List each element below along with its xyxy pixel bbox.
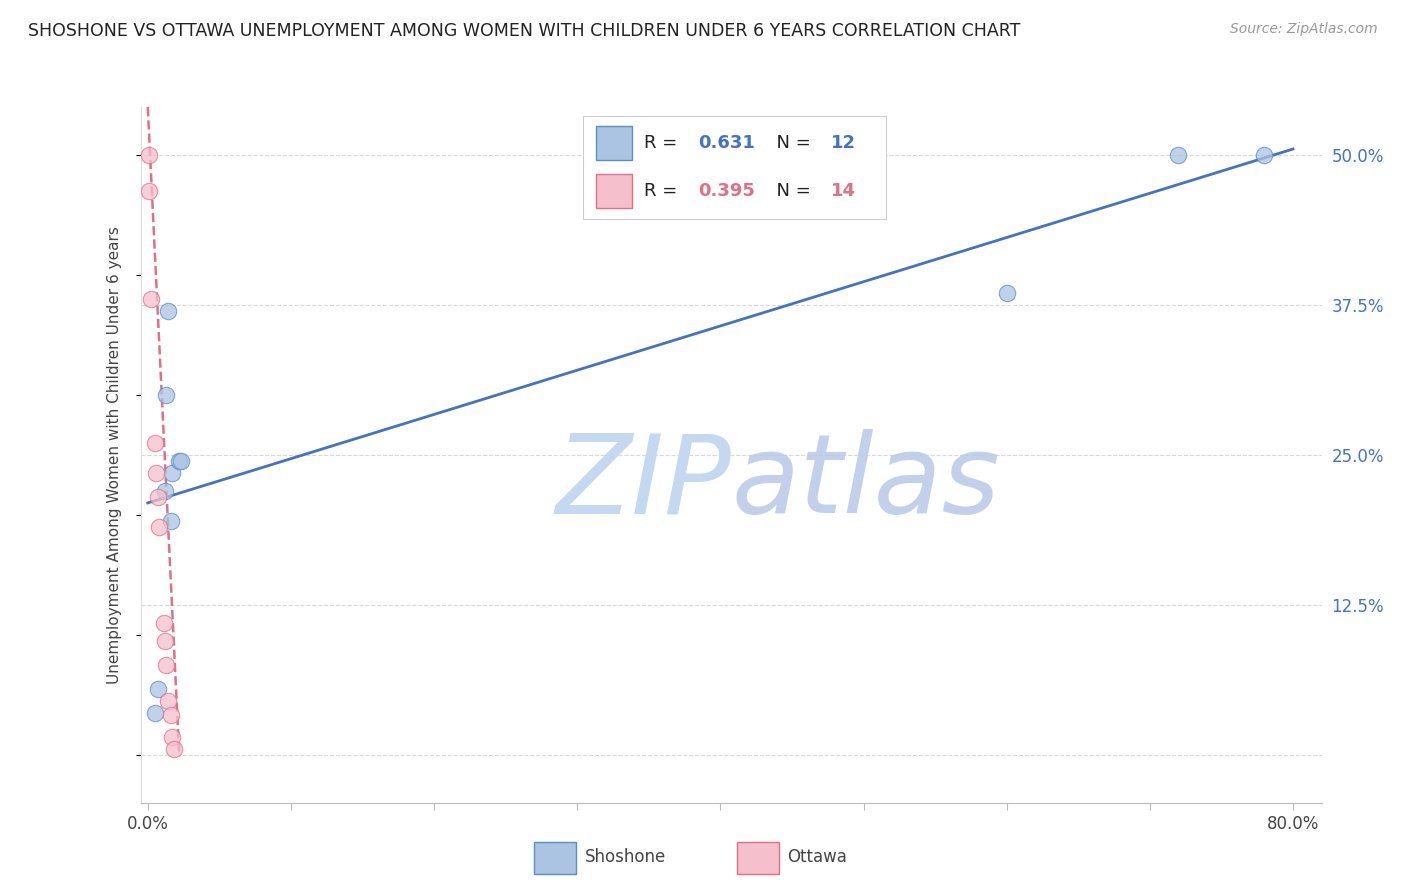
Point xyxy=(155,388,177,402)
Text: atlas: atlas xyxy=(731,429,1000,536)
Point xyxy=(156,694,179,708)
Point xyxy=(162,741,184,756)
Point xyxy=(146,490,169,504)
Point xyxy=(1167,148,1189,162)
Point xyxy=(153,483,176,498)
FancyBboxPatch shape xyxy=(596,175,631,208)
Text: 0.631: 0.631 xyxy=(699,134,755,153)
Text: Shoshone: Shoshone xyxy=(585,847,666,866)
Text: N =: N = xyxy=(765,134,817,153)
Point xyxy=(148,520,170,534)
Point xyxy=(156,304,179,318)
Text: Ottawa: Ottawa xyxy=(787,847,848,866)
Point xyxy=(995,285,1018,300)
Text: N =: N = xyxy=(765,182,817,201)
Point xyxy=(159,514,181,528)
Point xyxy=(155,657,177,672)
Text: 12: 12 xyxy=(831,134,856,153)
Y-axis label: Unemployment Among Women with Children Under 6 years: Unemployment Among Women with Children U… xyxy=(107,226,122,684)
Point xyxy=(139,292,162,306)
Point xyxy=(160,466,183,480)
Text: Source: ZipAtlas.com: Source: ZipAtlas.com xyxy=(1230,22,1378,37)
Point xyxy=(159,708,181,723)
FancyBboxPatch shape xyxy=(737,842,779,874)
Point xyxy=(1253,148,1275,162)
Text: 14: 14 xyxy=(831,182,856,201)
Point xyxy=(143,436,166,450)
Point xyxy=(153,633,176,648)
FancyBboxPatch shape xyxy=(534,842,576,874)
Point xyxy=(152,615,174,630)
Point xyxy=(143,706,166,720)
Text: SHOSHONE VS OTTAWA UNEMPLOYMENT AMONG WOMEN WITH CHILDREN UNDER 6 YEARS CORRELAT: SHOSHONE VS OTTAWA UNEMPLOYMENT AMONG WO… xyxy=(28,22,1021,40)
FancyBboxPatch shape xyxy=(596,127,631,160)
Text: 0.395: 0.395 xyxy=(699,182,755,201)
Point xyxy=(167,454,190,468)
Text: R =: R = xyxy=(644,182,683,201)
Point xyxy=(145,466,167,480)
Text: ZIP: ZIP xyxy=(555,429,731,536)
Point xyxy=(138,184,160,198)
Point xyxy=(160,730,183,744)
Point xyxy=(146,681,169,696)
Point xyxy=(170,454,193,468)
Point xyxy=(138,148,160,162)
Text: R =: R = xyxy=(644,134,683,153)
